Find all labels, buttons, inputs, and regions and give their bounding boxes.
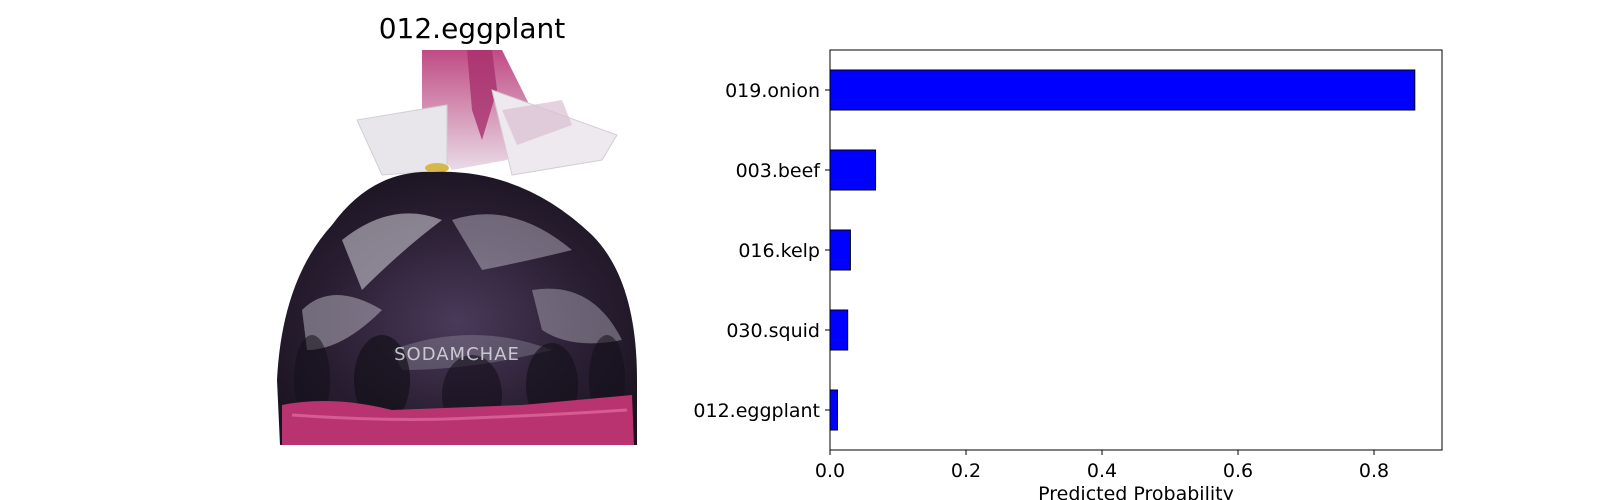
bar xyxy=(829,309,849,351)
x-axis-label: Predicted Probability xyxy=(1038,483,1234,500)
eggplant-bag-photo: SODAMCHAE xyxy=(277,50,637,445)
image-title: 012.eggplant xyxy=(378,12,566,45)
y-tick-label: 012.eggplant xyxy=(693,400,820,422)
x-tick-label: 0.2 xyxy=(951,460,981,482)
x-tick-label: 0.8 xyxy=(1359,460,1389,482)
bag-print-text: SODAMCHAE xyxy=(394,344,520,365)
y-tick-label: 003.beef xyxy=(736,160,822,182)
bar xyxy=(829,389,838,431)
y-tick-label: 030.squid xyxy=(726,320,820,342)
x-tick-label: 0.0 xyxy=(815,460,845,482)
x-tick-label: 0.6 xyxy=(1223,460,1253,482)
y-tick-label: 016.kelp xyxy=(738,240,820,262)
x-tick-label: 0.4 xyxy=(1087,460,1117,482)
bar xyxy=(829,149,877,191)
plot-frame xyxy=(829,49,1443,451)
bar xyxy=(829,229,851,271)
bar xyxy=(829,69,1416,111)
y-tick-label: 019.onion xyxy=(725,80,820,102)
